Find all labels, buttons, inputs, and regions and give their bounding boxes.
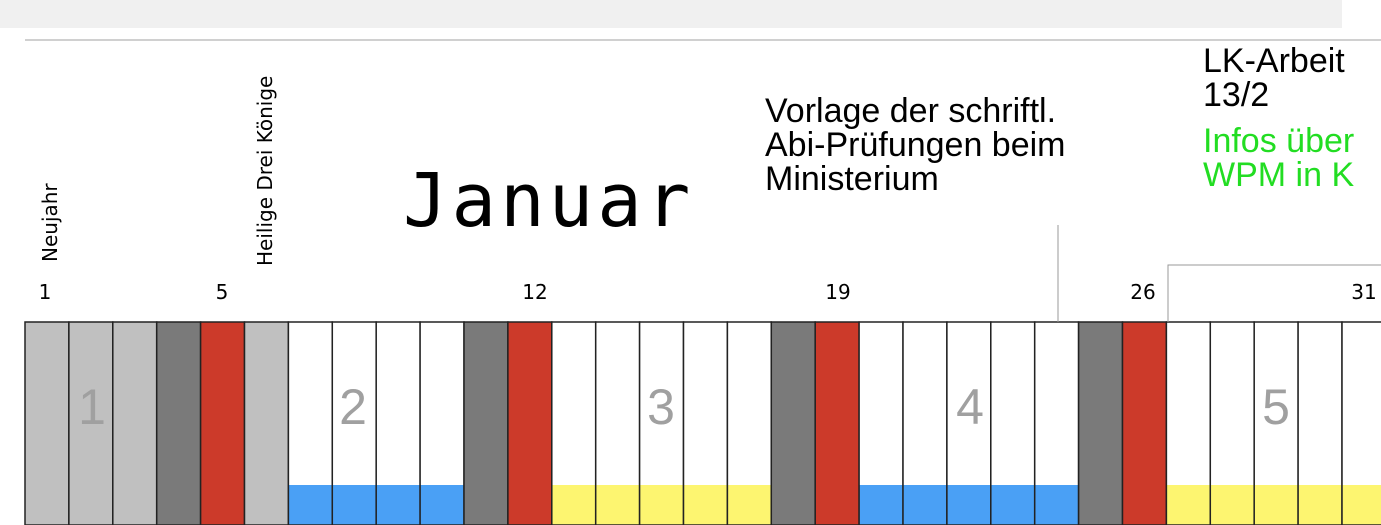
note-line: WPM in K [1203,156,1355,194]
cell-strip [903,485,947,525]
note-line: Abi-Prüfungen beim [765,126,1066,164]
cell-strip [1298,485,1342,525]
cell-strip [1342,485,1381,525]
cell-strip [990,485,1035,525]
note-line: Infos über [1203,122,1355,160]
cell-strip [332,485,377,525]
cell-border [1341,321,1381,525]
note: LK-Arbeit 13/2 [1203,44,1345,112]
week-number: 2 [339,379,367,435]
cell-strip [376,485,421,525]
cell-strip [595,485,640,525]
week-number: 1 [78,379,106,435]
note: Infos über WPM in K [1203,124,1354,192]
day-label: 5 [215,280,229,304]
bracket-line [1167,264,1381,322]
cell-strip [1034,485,1079,525]
day-cell [25,322,69,525]
day-cell [1122,322,1167,525]
note-line: Vorlage der schriftl. [765,92,1057,130]
day-cell [464,322,508,525]
cell-strip [639,485,684,525]
cell-strip [946,485,991,525]
cell-strip [1254,485,1299,525]
day-cell [771,322,816,525]
cell-strip [859,485,903,525]
cell-strip [683,485,728,525]
day-label: 1 [38,280,52,304]
day-label: 26 [1130,280,1156,304]
cell-strip [551,485,596,525]
day-label: 12 [522,280,548,304]
week-number: 3 [647,379,675,435]
week-number: 4 [956,379,984,435]
day-cell [200,322,245,525]
day-cell [156,322,201,525]
day-cell [112,322,157,525]
cell-strip [420,485,464,525]
note-line: Ministerium [765,160,939,198]
holiday-label: Neujahr [38,183,62,262]
separator [25,39,1381,41]
note-line: LK-Arbeit [1203,42,1345,80]
day-cell [507,322,552,525]
month-title: Januar [403,158,695,244]
cell-strip [727,485,772,525]
holiday-label: Heilige Drei Könige [253,75,277,266]
cell-strip [1210,485,1255,525]
week-number: 5 [1262,379,1290,435]
day-cell [244,322,289,525]
cell-strip [1166,485,1211,525]
day-label: 31 [1351,280,1377,304]
cell-strip [288,485,333,525]
day-cell [68,322,113,525]
note: Vorlage der schriftl. Abi-Prüfungen beim… [765,94,1066,196]
day-label: 19 [825,280,851,304]
day-cell [1078,322,1123,525]
top-bar [0,0,1342,28]
day-cell [815,322,860,525]
note-line: 13/2 [1203,76,1270,114]
